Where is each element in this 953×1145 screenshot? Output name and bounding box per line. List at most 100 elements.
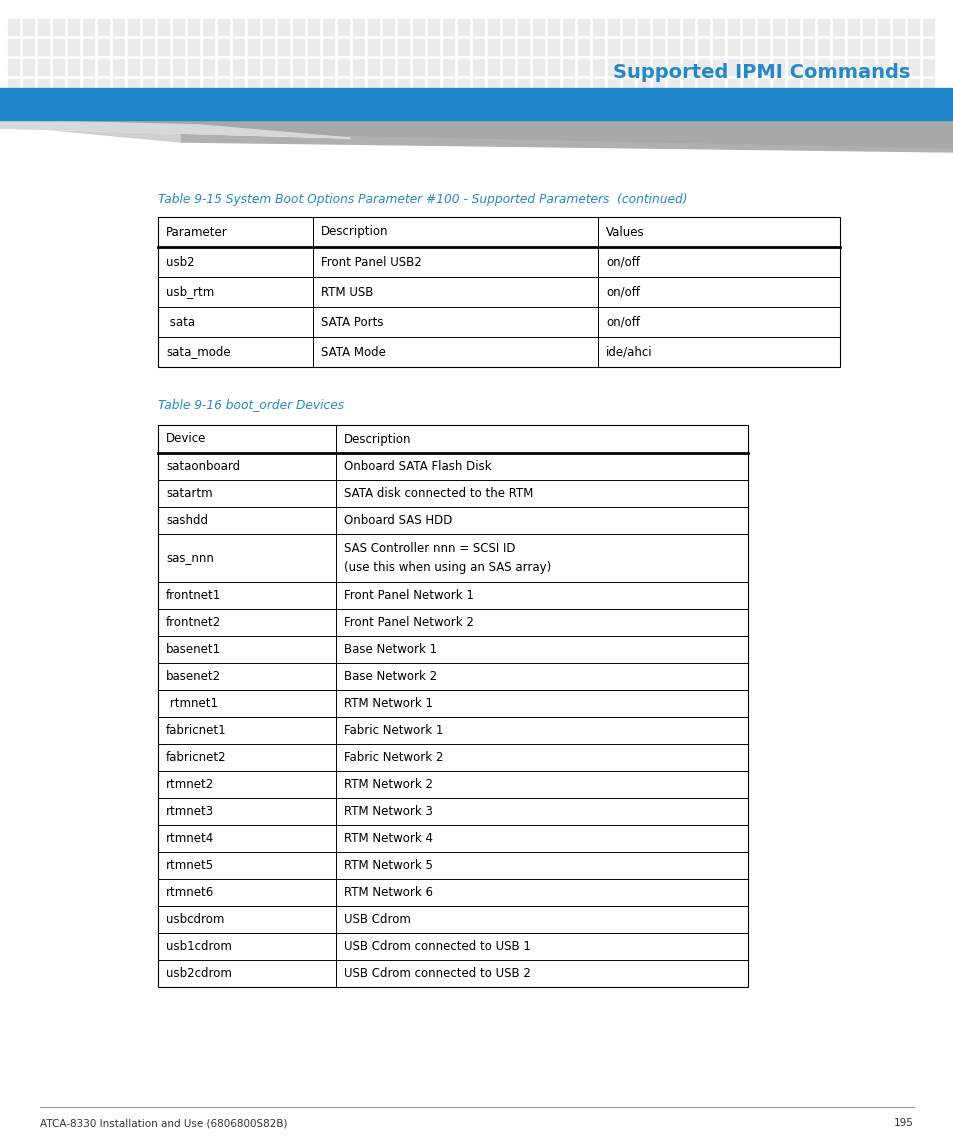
Bar: [158, 19, 169, 35]
Bar: [8, 60, 19, 76]
Bar: [83, 19, 94, 35]
Bar: [772, 39, 783, 55]
Text: Front Panel USB2: Front Panel USB2: [320, 255, 421, 268]
Bar: [667, 79, 679, 95]
Text: Values: Values: [605, 226, 644, 238]
Text: on/off: on/off: [605, 316, 639, 329]
Bar: [323, 79, 334, 95]
Bar: [578, 60, 588, 76]
Bar: [337, 79, 349, 95]
Bar: [593, 19, 603, 35]
Bar: [112, 60, 124, 76]
Bar: [143, 39, 153, 55]
Polygon shape: [0, 120, 180, 142]
Bar: [622, 19, 634, 35]
Bar: [382, 98, 394, 115]
Bar: [457, 79, 469, 95]
Bar: [742, 98, 753, 115]
Bar: [652, 98, 663, 115]
Bar: [98, 60, 109, 76]
Bar: [562, 19, 574, 35]
Bar: [533, 98, 543, 115]
Bar: [473, 98, 483, 115]
Bar: [428, 98, 438, 115]
Bar: [488, 60, 498, 76]
Bar: [712, 98, 723, 115]
Text: ide/ahci: ide/ahci: [605, 346, 652, 358]
Bar: [112, 39, 124, 55]
Bar: [233, 60, 244, 76]
Text: Table 9-16 boot_order Devices: Table 9-16 boot_order Devices: [158, 398, 344, 411]
Bar: [188, 79, 199, 95]
Text: Onboard SAS HDD: Onboard SAS HDD: [344, 514, 452, 527]
Bar: [562, 98, 574, 115]
Bar: [172, 19, 184, 35]
Bar: [8, 79, 19, 95]
Bar: [712, 19, 723, 35]
Bar: [682, 98, 693, 115]
Bar: [847, 98, 858, 115]
Bar: [622, 79, 634, 95]
Bar: [203, 39, 213, 55]
Bar: [907, 79, 918, 95]
Bar: [323, 60, 334, 76]
Bar: [323, 19, 334, 35]
Bar: [802, 98, 813, 115]
Bar: [112, 98, 124, 115]
Bar: [38, 39, 49, 55]
Text: usb1cdrom: usb1cdrom: [166, 940, 232, 953]
Bar: [488, 98, 498, 115]
Bar: [457, 98, 469, 115]
Bar: [397, 60, 409, 76]
Bar: [698, 60, 708, 76]
Bar: [578, 19, 588, 35]
Bar: [652, 79, 663, 95]
Bar: [892, 39, 903, 55]
Bar: [488, 39, 498, 55]
Bar: [787, 39, 799, 55]
Bar: [578, 39, 588, 55]
Bar: [397, 98, 409, 115]
Bar: [337, 60, 349, 76]
Bar: [562, 39, 574, 55]
Bar: [23, 60, 34, 76]
Bar: [83, 60, 94, 76]
Bar: [907, 19, 918, 35]
Bar: [263, 19, 274, 35]
Bar: [128, 39, 139, 55]
Bar: [622, 98, 634, 115]
Text: fabricnet2: fabricnet2: [166, 751, 227, 764]
Bar: [248, 98, 258, 115]
Text: SATA Mode: SATA Mode: [320, 346, 385, 358]
Bar: [517, 98, 529, 115]
Bar: [248, 60, 258, 76]
Bar: [502, 79, 514, 95]
Bar: [128, 98, 139, 115]
Bar: [413, 79, 423, 95]
Bar: [68, 19, 79, 35]
Bar: [892, 60, 903, 76]
Bar: [473, 39, 483, 55]
Bar: [547, 39, 558, 55]
Bar: [428, 39, 438, 55]
Bar: [218, 60, 229, 76]
Bar: [787, 60, 799, 76]
Bar: [862, 19, 873, 35]
Bar: [772, 98, 783, 115]
Bar: [0, 88, 953, 120]
Bar: [442, 79, 454, 95]
Text: Fabric Network 1: Fabric Network 1: [344, 724, 443, 737]
Bar: [517, 39, 529, 55]
Text: sashdd: sashdd: [166, 514, 208, 527]
Bar: [832, 19, 843, 35]
Bar: [308, 39, 318, 55]
Text: Front Panel Network 1: Front Panel Network 1: [344, 589, 474, 602]
Text: USB Cdrom: USB Cdrom: [344, 913, 411, 926]
Bar: [547, 98, 558, 115]
Bar: [488, 19, 498, 35]
Bar: [277, 19, 289, 35]
Bar: [457, 19, 469, 35]
Text: Base Network 1: Base Network 1: [344, 643, 436, 656]
Bar: [578, 98, 588, 115]
Bar: [98, 98, 109, 115]
